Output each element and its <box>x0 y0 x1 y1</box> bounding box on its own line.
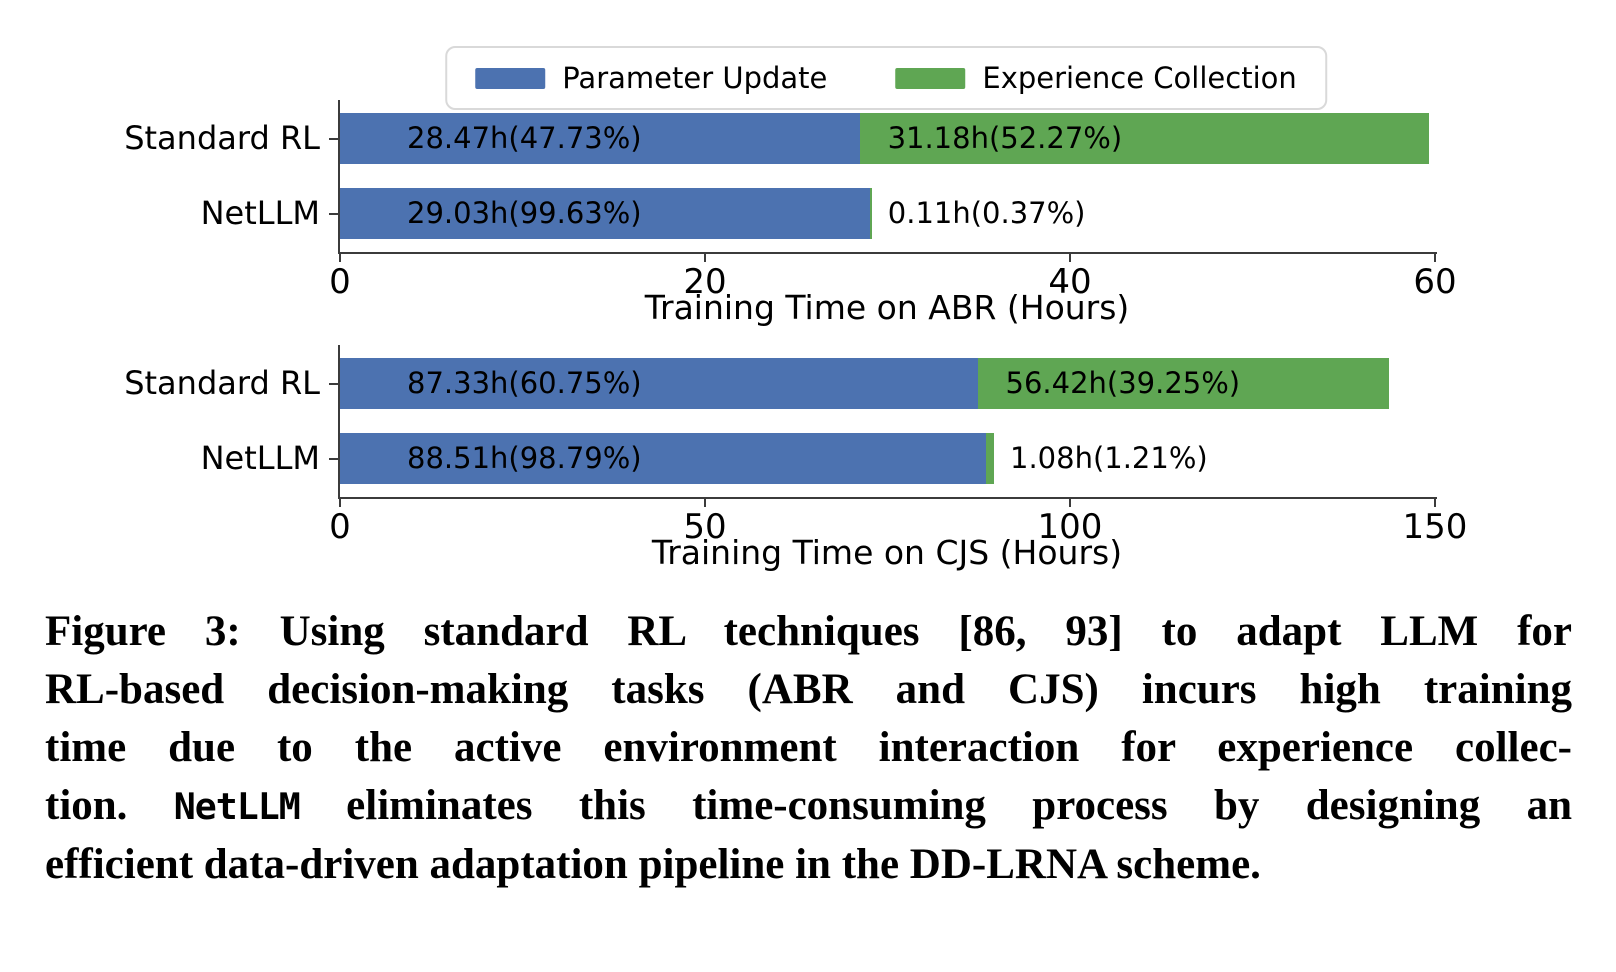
legend-label-experience-collection: Experience Collection <box>982 61 1297 95</box>
caption-text: tion. <box>45 782 174 829</box>
caption-netllm-mono: NetLLM <box>173 785 301 828</box>
x-tick-label: 100 <box>1037 507 1103 547</box>
bar-segment-experience-collection <box>977 358 1390 409</box>
category-label: NetLLM <box>200 439 320 477</box>
category-label: Standard RL <box>124 364 320 402</box>
bar-segment-experience-collection <box>986 433 994 484</box>
x-axis-spine <box>338 497 1437 499</box>
bar-segment-parameter-update <box>340 113 860 164</box>
x-tick-mark <box>704 497 706 507</box>
x-tick-label: 0 <box>329 507 351 547</box>
bar-value-label: 28.47h(47.73%) <box>407 121 642 155</box>
x-tick-mark <box>1434 497 1436 507</box>
caption-text: eliminates this time-consuming process b… <box>299 782 1572 829</box>
caption-line: Figure 3: Using standard RL techniques [… <box>45 603 1572 661</box>
caption-line: time due to the active environment inter… <box>45 719 1572 777</box>
bar-value-label: 0.11h(0.37%) <box>887 196 1086 230</box>
caption-line: efficient data-driven adaptation pipelin… <box>45 836 1572 894</box>
bar-value-label: 1.08h(1.21%) <box>1010 441 1208 475</box>
x-tick-label: 20 <box>683 262 727 302</box>
experience-collection-swatch <box>895 67 966 89</box>
x-tick-mark <box>339 252 341 262</box>
legend-item-parameter-update: Parameter Update <box>475 61 827 95</box>
x-tick-label: 0 <box>329 262 351 302</box>
y-tick-mark <box>329 138 339 140</box>
x-axis-spine <box>338 252 1437 254</box>
category-label: NetLLM <box>200 194 320 232</box>
caption-text: Figure 3: Using standard RL techniques [… <box>45 608 1572 655</box>
caption-text: time due to the active environment inter… <box>45 724 1572 771</box>
chart-training-time-cjs: Training Time on CJS (Hours) Standard RL… <box>0 345 1616 590</box>
caption-line: tion. NetLLM eliminates this time-consum… <box>45 777 1572 836</box>
bar-segment-parameter-update <box>340 188 870 239</box>
bar-segment-parameter-update <box>340 358 978 409</box>
legend-label-parameter-update: Parameter Update <box>562 61 828 95</box>
x-tick-mark <box>1434 252 1436 262</box>
bar-segment-experience-collection <box>859 113 1429 164</box>
bar-value-label: 88.51h(98.79%) <box>407 441 642 475</box>
caption-text: RL-based decision-making tasks (ABR and … <box>45 666 1572 713</box>
figure-caption: Figure 3: Using standard RL techniques [… <box>45 603 1572 894</box>
x-tick-mark <box>339 497 341 507</box>
parameter-update-swatch <box>475 67 546 89</box>
chart-legend: Parameter Update Experience Collection <box>445 46 1327 110</box>
caption-text: efficient data-driven adaptation pipelin… <box>45 841 1261 888</box>
category-label: Standard RL <box>124 119 320 157</box>
legend-item-experience-collection: Experience Collection <box>895 61 1297 95</box>
bar-value-label: 87.33h(60.75%) <box>407 366 642 400</box>
x-axis-label-abr: Training Time on ABR (Hours) <box>644 288 1130 327</box>
x-tick-mark <box>1069 252 1071 262</box>
bar-value-label: 31.18h(52.27%) <box>887 121 1123 155</box>
x-tick-label: 50 <box>683 507 727 547</box>
y-tick-mark <box>329 383 339 385</box>
y-axis-spine <box>338 345 340 497</box>
y-tick-mark <box>329 213 339 215</box>
x-tick-label: 40 <box>1048 262 1092 302</box>
x-tick-mark <box>704 252 706 262</box>
bar-value-label: 56.42h(39.25%) <box>1005 366 1241 400</box>
bar-segment-parameter-update <box>340 433 987 484</box>
y-axis-spine <box>338 100 340 252</box>
x-tick-mark <box>1069 497 1071 507</box>
bar-segment-experience-collection <box>869 188 872 239</box>
caption-line: RL-based decision-making tasks (ABR and … <box>45 661 1572 719</box>
x-tick-label: 60 <box>1413 262 1457 302</box>
x-axis-label-cjs: Training Time on CJS (Hours) <box>651 533 1123 572</box>
y-tick-mark <box>329 458 339 460</box>
chart-training-time-abr: Training Time on ABR (Hours) Standard RL… <box>0 100 1616 345</box>
x-tick-label: 150 <box>1402 507 1468 547</box>
bar-value-label: 29.03h(99.63%) <box>407 196 642 230</box>
